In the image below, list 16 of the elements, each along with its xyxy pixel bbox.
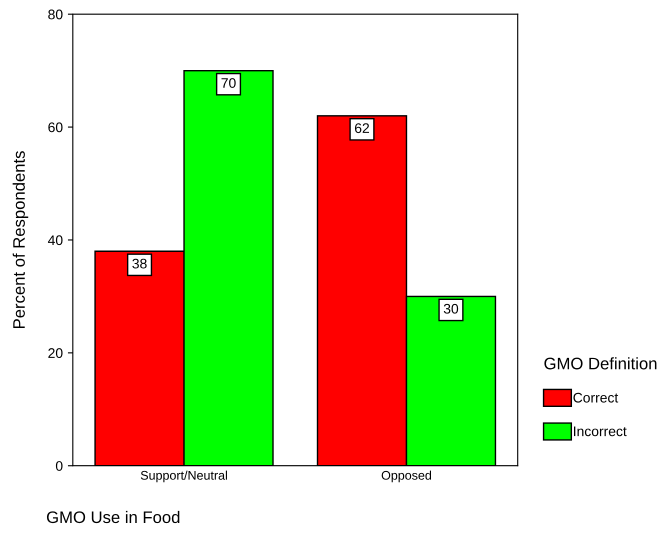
y-tick-label: 20 — [48, 348, 63, 358]
legend-label: Incorrect — [574, 426, 627, 436]
x-tick-label: Support/Neutral — [140, 470, 227, 482]
x-axis-title: GMO Use in Food — [46, 510, 180, 524]
y-tick-label: 0 — [56, 461, 63, 471]
data-label: 30 — [444, 304, 458, 314]
y-tick-label: 80 — [48, 10, 63, 20]
legend-label: Correct — [573, 392, 618, 403]
y-tick-label: 40 — [48, 235, 63, 246]
x-tick-label: Opposed — [382, 470, 432, 482]
data-label: 38 — [132, 258, 147, 269]
legend-title: GMO Definition — [544, 357, 656, 370]
y-axis-title: Percent of Respondents — [12, 151, 28, 328]
data-label: 70 — [222, 78, 236, 88]
data-label: 62 — [354, 123, 370, 134]
y-tick-label: 60 — [48, 122, 63, 132]
